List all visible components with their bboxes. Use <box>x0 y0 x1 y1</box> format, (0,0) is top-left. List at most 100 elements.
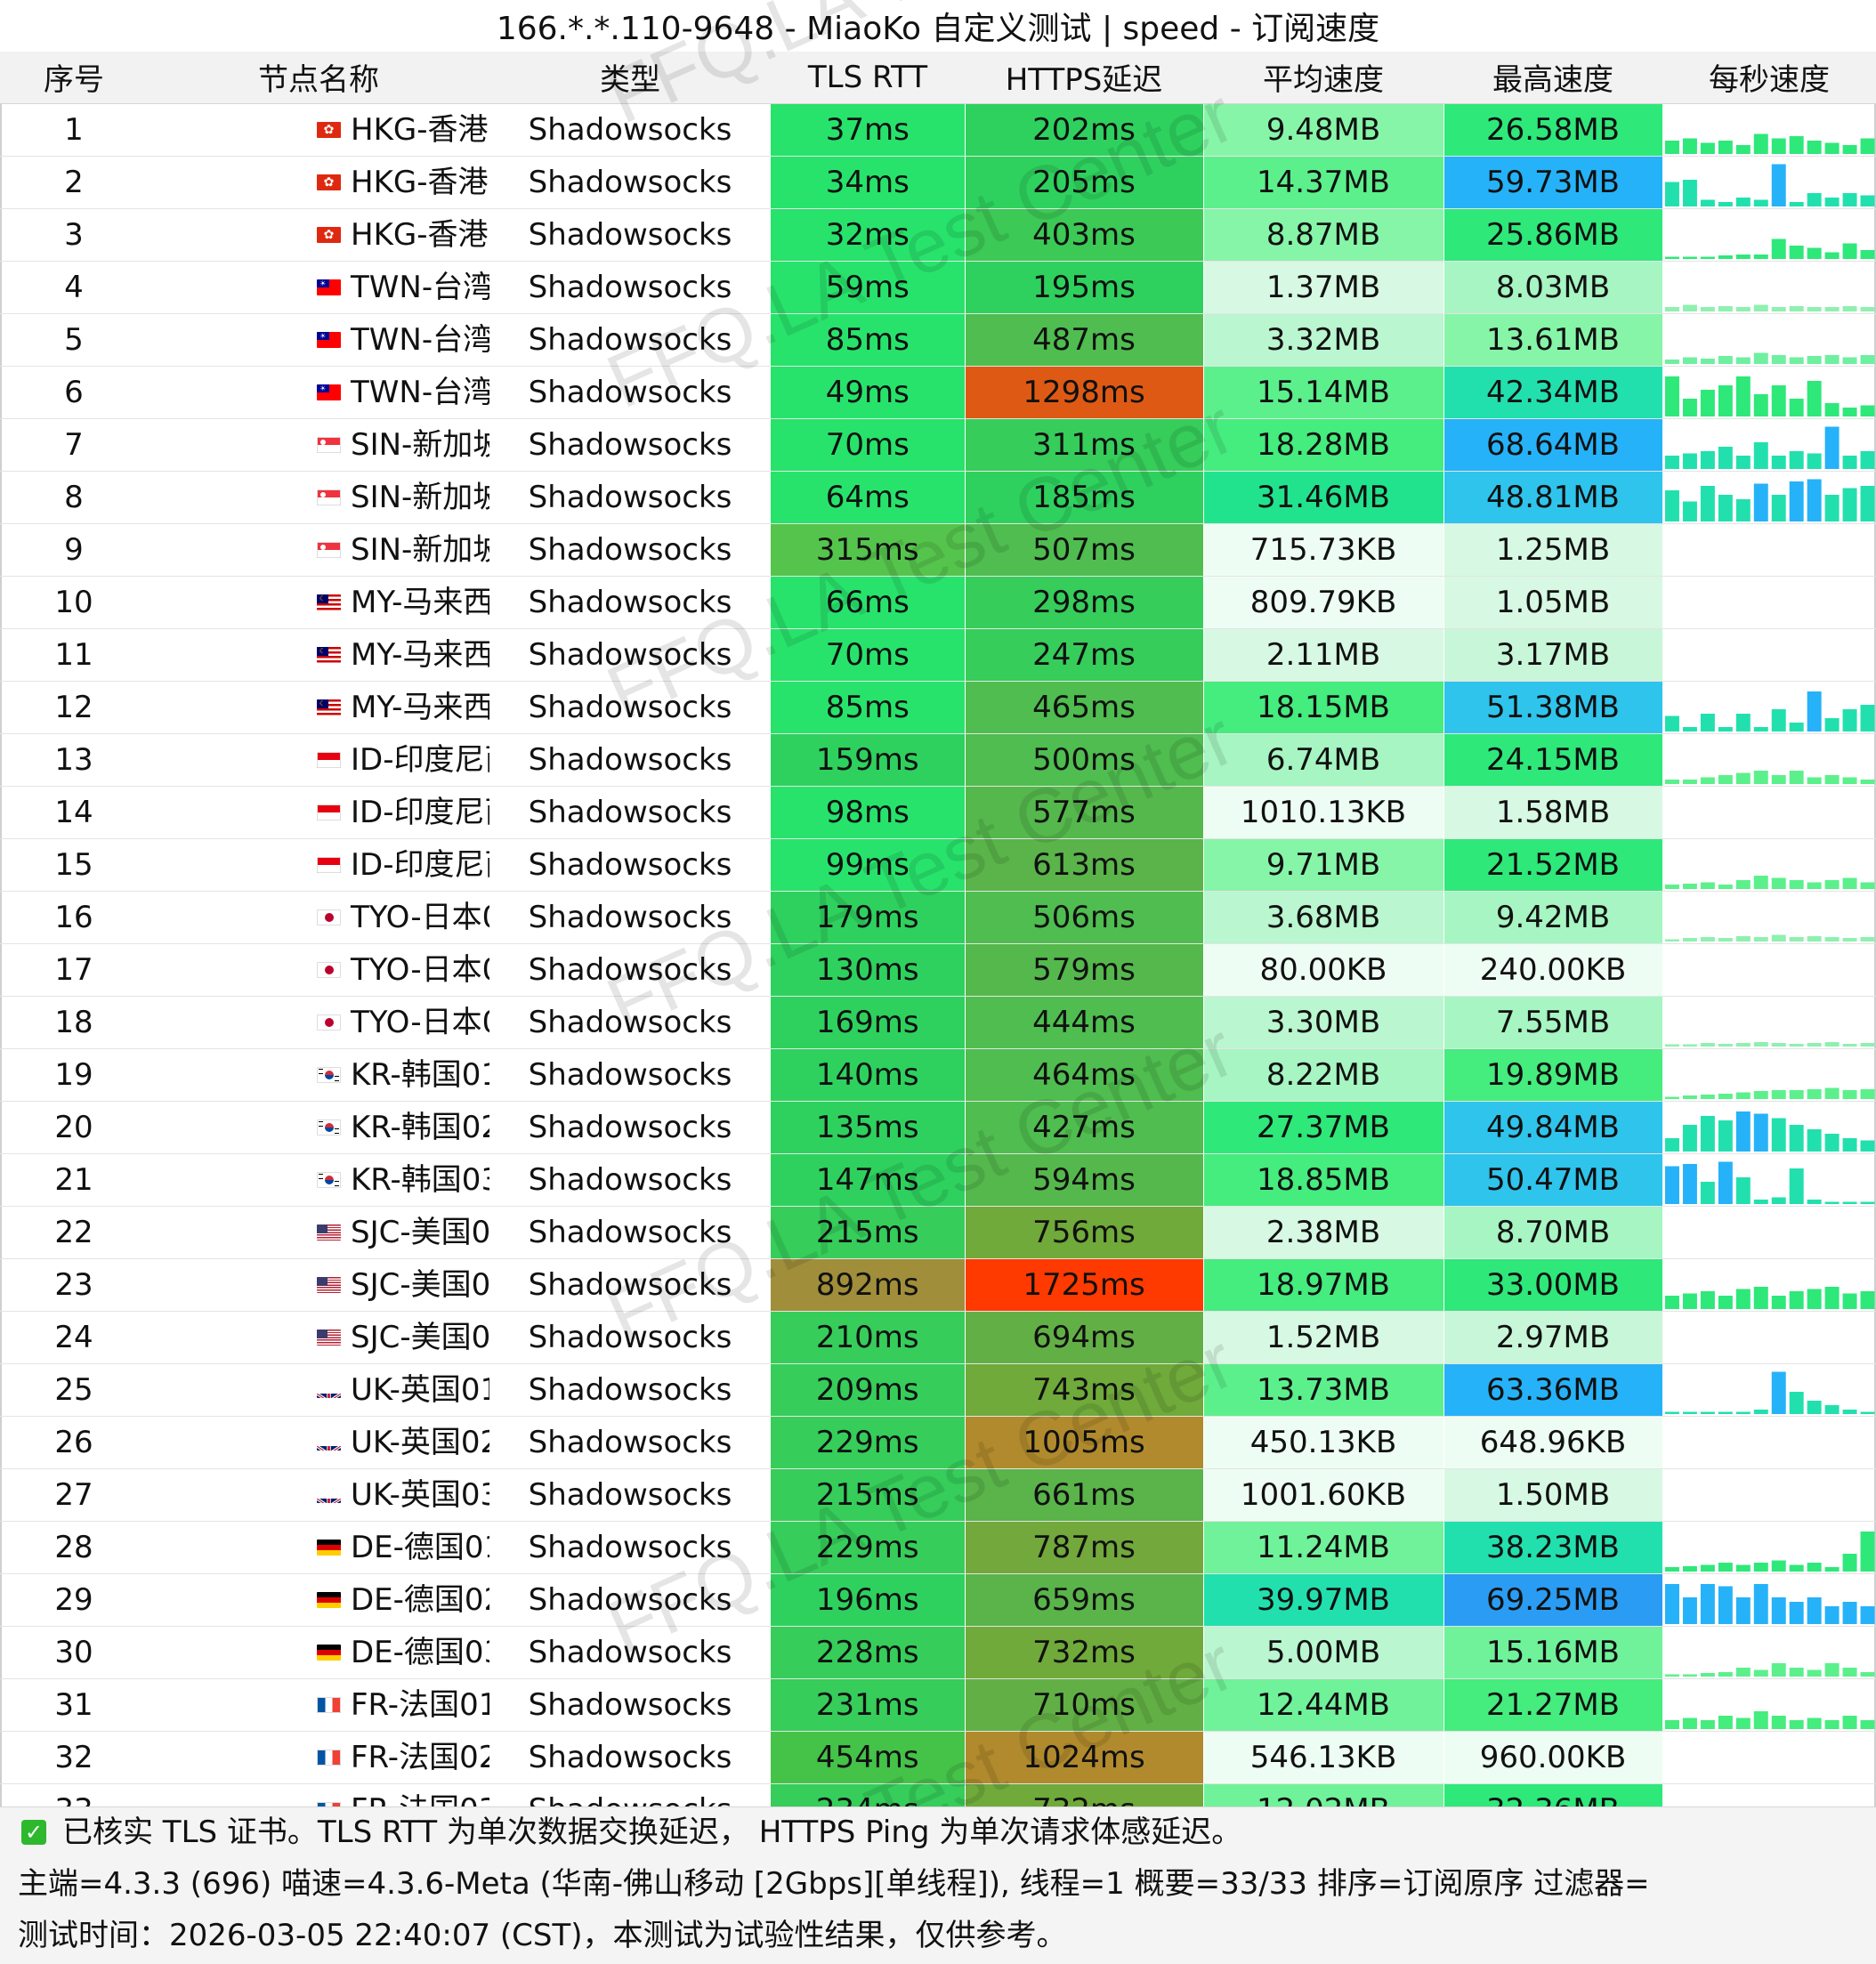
column-header-index[interactable]: 序号 <box>0 52 148 103</box>
sparkline-bar <box>1753 352 1767 364</box>
table-row[interactable]: 3✿HKG-香港03Shadowsocks32ms403ms8.87MB25.8… <box>0 208 1876 261</box>
column-header-https-latency[interactable]: HTTPS延迟 <box>965 52 1203 103</box>
per-second-speed-cell <box>1662 418 1876 471</box>
table-row[interactable]: 18TYO-日本03Shadowsocks169ms444ms3.30MB7.5… <box>0 996 1876 1048</box>
column-header-average-speed[interactable]: 平均速度 <box>1203 52 1443 103</box>
sparkline-bar <box>1718 1672 1732 1677</box>
row-index: 10 <box>0 576 148 628</box>
tls-rtt-value: 179ms <box>771 891 965 943</box>
https-latency-value: 743ms <box>965 1363 1203 1416</box>
node-name-cell: DE-德国03 <box>148 1626 489 1678</box>
table-row[interactable]: 22SJC-美国01Shadowsocks215ms756ms2.38MB8.7… <box>0 1206 1876 1258</box>
node-name-cell: DE-德国02 <box>148 1573 489 1626</box>
sparkline-bar <box>1682 727 1696 731</box>
column-header-tls-rtt[interactable]: TLS RTT <box>771 52 965 103</box>
sparkline-bar <box>1718 1411 1732 1414</box>
sparkline-bar <box>1771 775 1785 784</box>
sparkline-bar <box>1664 456 1678 469</box>
column-header-node-name[interactable]: 节点名称 <box>148 52 489 103</box>
row-index: 26 <box>0 1416 148 1468</box>
table-row[interactable]: 16TYO-日本01Shadowsocks179ms506ms3.68MB9.4… <box>0 891 1876 943</box>
sparkline-bar <box>1842 145 1856 154</box>
table-row[interactable]: 9SIN-新加坡03Shadowsocks315ms507ms715.73KB1… <box>0 523 1876 576</box>
sparkline-bar <box>1682 884 1696 889</box>
table-row[interactable]: 2✿HKG-香港02Shadowsocks34ms205ms14.37MB59.… <box>0 156 1876 208</box>
node-type: Shadowsocks <box>489 1206 771 1258</box>
max-speed-value: 15.16MB <box>1443 1626 1662 1678</box>
sparkline-bar <box>1789 723 1803 731</box>
table-row[interactable]: 5☀TWN-台湾02Shadowsocks85ms487ms3.32MB13.6… <box>0 313 1876 366</box>
column-header-max-speed[interactable]: 最高速度 <box>1443 52 1662 103</box>
https-latency-value: 787ms <box>965 1521 1203 1573</box>
table-row[interactable]: 12☾MY-马来西亚03Shadowsocks85ms465ms18.15MB5… <box>0 681 1876 733</box>
https-latency-value: 311ms <box>965 418 1203 471</box>
table-row[interactable]: 14ID-印度尼西亚02Shadowsocks98ms577ms1010.13K… <box>0 786 1876 838</box>
per-second-speed-sparkline <box>1663 472 1876 523</box>
table-row[interactable]: 6☀TWN-台湾03Shadowsocks49ms1298ms15.14MB42… <box>0 366 1876 418</box>
table-row[interactable]: 11☾MY-马来西亚02Shadowsocks70ms247ms2.11MB3.… <box>0 628 1876 681</box>
sparkline-bar <box>1824 307 1839 311</box>
node-name: MY-马来西亚02 <box>351 629 489 681</box>
node-name-cell: ✿HKG-香港03 <box>148 208 489 261</box>
average-speed-value: 1.52MB <box>1203 1311 1443 1363</box>
average-speed-value: 1.37MB <box>1203 261 1443 313</box>
node-type: Shadowsocks <box>489 1363 771 1416</box>
table-row[interactable]: 4☀TWN-台湾01Shadowsocks59ms195ms1.37MB8.03… <box>0 261 1876 313</box>
row-index: 5 <box>0 313 148 366</box>
sparkline-bar <box>1682 938 1696 942</box>
per-second-speed-sparkline <box>1663 209 1876 261</box>
table-row[interactable]: 1✿HKG-香港01Shadowsocks37ms202ms9.48MB26.5… <box>0 103 1876 156</box>
sparkline-bar <box>1718 356 1732 364</box>
row-index: 25 <box>0 1363 148 1416</box>
window-title: 166.*.*.110-9648 - MiaoKo 自定义测试 | speed … <box>0 0 1876 52</box>
flag-south-korea-icon <box>317 1119 341 1136</box>
sparkline-bar <box>1753 483 1767 521</box>
sparkline-bar <box>1842 1293 1856 1309</box>
sparkline-bar <box>1718 1044 1732 1047</box>
sparkline-bar <box>1789 937 1803 942</box>
sparkline-bar <box>1664 780 1678 784</box>
flag-united-states-icon <box>317 1224 341 1241</box>
table-row[interactable]: 7SIN-新加坡01Shadowsocks70ms311ms18.28MB68.… <box>0 418 1876 471</box>
average-speed-value: 5.00MB <box>1203 1626 1443 1678</box>
table-row[interactable]: 8SIN-新加坡02Shadowsocks64ms185ms31.46MB48.… <box>0 471 1876 523</box>
max-speed-value: 960.00KB <box>1443 1731 1662 1783</box>
sparkline-bar <box>1753 394 1767 416</box>
sparkline-bar <box>1682 1566 1696 1572</box>
sparkline-bar <box>1718 202 1732 206</box>
sparkline-bar <box>1682 1411 1696 1414</box>
table-row[interactable]: 17TYO-日本02Shadowsocks130ms579ms80.00KB24… <box>0 943 1876 996</box>
table-row[interactable]: 23SJC-美国02Shadowsocks892ms1725ms18.97MB3… <box>0 1258 1876 1311</box>
tls-rtt-value: 64ms <box>771 471 965 523</box>
sparkline-bar <box>1700 777 1714 784</box>
sparkline-bar <box>1807 479 1821 521</box>
table-row[interactable]: 24SJC-美国03Shadowsocks210ms694ms1.52MB2.9… <box>0 1311 1876 1363</box>
flag-indonesia-icon <box>317 857 341 873</box>
flag-germany-icon <box>317 1645 341 1661</box>
sparkline-bar <box>1824 1087 1839 1099</box>
column-header-type[interactable]: 类型 <box>489 52 771 103</box>
sparkline-bar <box>1735 1668 1750 1677</box>
column-header-per-second-speed[interactable]: 每秒速度 <box>1662 52 1876 103</box>
sparkline-bar <box>1700 451 1714 469</box>
sparkline-bar <box>1753 1669 1767 1677</box>
table-row[interactable]: 15ID-印度尼西亚03Shadowsocks99ms613ms9.71MB21… <box>0 838 1876 891</box>
sparkline-bar <box>1824 1405 1839 1414</box>
table-row[interactable]: 13ID-印度尼西亚01Shadowsocks159ms500ms6.74MB2… <box>0 733 1876 786</box>
node-type: Shadowsocks <box>489 1311 771 1363</box>
table-row[interactable]: 10☾MY-马来西亚01Shadowsocks66ms298ms809.79KB… <box>0 576 1876 628</box>
sparkline-bar <box>1860 1411 1874 1414</box>
sparkline-bar <box>1771 1597 1785 1624</box>
sparkline-bar <box>1718 306 1732 311</box>
